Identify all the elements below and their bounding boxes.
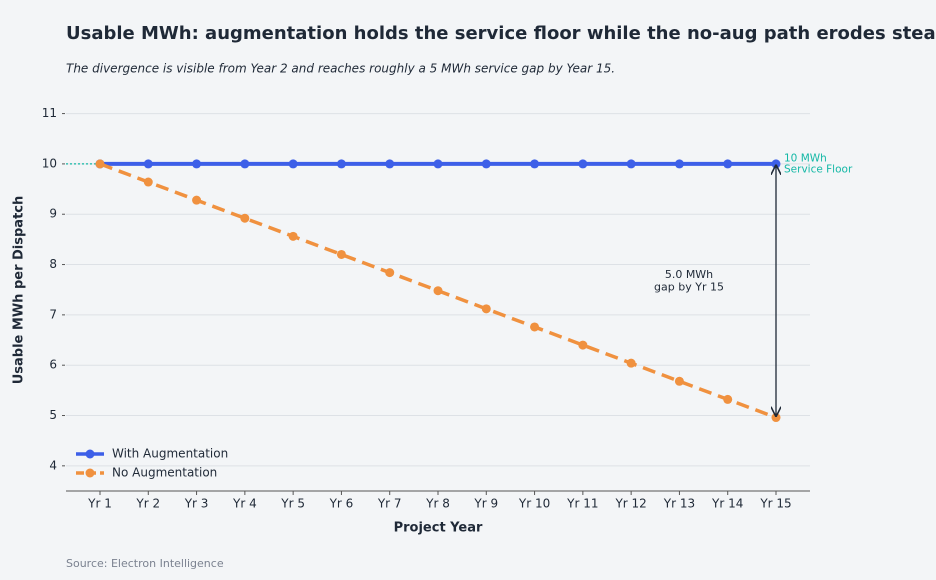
service-floor-label: 10 MWh Service Floor (784, 153, 853, 176)
x-tick-label: Yr 3 (184, 497, 209, 511)
y-tick-label: 5 (49, 408, 57, 422)
x-tick-label: Yr 10 (518, 497, 550, 511)
data-point (481, 304, 491, 314)
x-axis-label: Project Year (394, 521, 483, 536)
data-point (240, 159, 250, 169)
data-point (626, 358, 636, 368)
data-point (95, 159, 105, 169)
label-line: 10 MWh (784, 153, 827, 165)
data-point (288, 231, 298, 241)
y-tick-label: 11 (42, 106, 57, 120)
label-line: Service Floor (784, 164, 853, 176)
x-tick-label: Yr 8 (425, 497, 450, 511)
data-point (433, 159, 443, 169)
data-point (433, 286, 443, 296)
y-tick-label: 7 (49, 307, 57, 321)
x-tick-label: Yr 13 (663, 497, 695, 511)
data-point (530, 322, 540, 332)
x-tick-label: Yr 5 (280, 497, 305, 511)
x-tick-label: Yr 1 (87, 497, 112, 511)
y-tick-label: 4 (49, 458, 57, 472)
y-axis-label: Usable MWh per Dispatch (12, 196, 27, 385)
x-tick-label: Yr 2 (135, 497, 160, 511)
data-point (530, 159, 540, 169)
data-point (723, 394, 733, 404)
data-point (626, 159, 636, 169)
x-tick-label: Yr 9 (473, 497, 498, 511)
y-tick-label: 8 (49, 257, 57, 271)
data-point (385, 159, 395, 169)
label-line: 5.0 MWh (665, 268, 713, 281)
x-tick-label: Yr 15 (759, 497, 791, 511)
x-tick-label: Yr 12 (614, 497, 646, 511)
y-tick-label: 6 (49, 358, 57, 372)
legend-marker (85, 449, 95, 459)
data-point (336, 249, 346, 259)
data-point (288, 159, 298, 169)
y-tick-label: 9 (49, 207, 57, 221)
data-point (674, 376, 684, 386)
data-point (481, 159, 491, 169)
x-tick-label: Yr 11 (566, 497, 598, 511)
data-point (143, 159, 153, 169)
chart-title: Usable MWh: augmentation holds the servi… (66, 23, 936, 44)
y-tick-label: 10 (42, 156, 57, 170)
data-point (723, 159, 733, 169)
x-tick-label: Yr 7 (377, 497, 402, 511)
data-point (143, 177, 153, 187)
data-point (192, 195, 202, 205)
data-point (385, 268, 395, 278)
data-point (674, 159, 684, 169)
data-point (240, 213, 250, 223)
data-point (192, 159, 202, 169)
chart-subtitle: The divergence is visible from Year 2 an… (66, 62, 615, 76)
data-point (578, 340, 588, 350)
legend-label: With Augmentation (112, 447, 228, 461)
label-line: gap by Yr 15 (654, 281, 724, 294)
gap-annotation: 5.0 MWh gap by Yr 15 (654, 268, 724, 294)
x-tick-label: Yr 4 (232, 497, 257, 511)
data-point (578, 159, 588, 169)
source-note: Source: Electron Intelligence (66, 557, 224, 570)
legend-label: No Augmentation (112, 466, 217, 480)
legend-marker (85, 468, 95, 478)
x-tick-label: Yr 6 (329, 497, 354, 511)
data-point (336, 159, 346, 169)
x-tick-label: Yr 14 (711, 497, 743, 511)
